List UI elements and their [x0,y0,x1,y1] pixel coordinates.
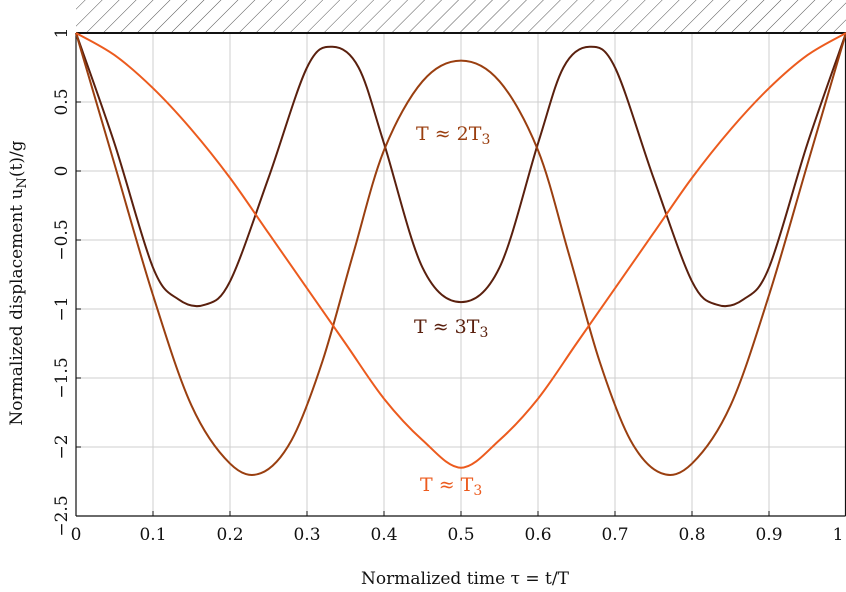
tick-labels: 0 0.1 0.2 0.3 0.4 0.5 0.6 0.7 0.8 0.9 1 1 0.5 0 −0.5 −1… [52,28,843,545]
y-axis-label: Normalized displacement uN(t)/g [7,140,30,425]
label-3T3: T ≈ 3T3 [414,316,488,341]
ground-hatch [76,0,846,33]
x-tick-label-1: 0.1 [139,525,166,545]
y-tick-label-5: −1.5 [52,357,72,398]
x-tick-label-6: 0.6 [524,525,551,545]
series-group [75,32,846,476]
x-axis-label: Normalized time τ = t/T [361,569,570,589]
series-line-2 [75,32,846,469]
x-tick-label-2: 0.2 [216,525,243,545]
x-tick-label-4: 0.4 [370,525,397,545]
x-tick-label-7: 0.7 [601,525,628,545]
y-tick-label-1: 0.5 [52,88,72,115]
label-2T3: T ≈ 2T3 [416,123,490,148]
y-tick-label-6: −2 [52,434,72,459]
x-tick-label-0: 0 [71,525,82,545]
label-T3: T ≈ T3 [420,474,482,499]
x-tick-label-10: 1 [833,525,844,545]
series-line-1 [75,32,846,476]
y-tick-label-3: −0.5 [52,219,72,260]
x-tick-label-5: 0.5 [447,525,474,545]
y-tick-label-4: −1 [52,296,72,321]
series-line-0 [75,32,846,308]
y-tick-label-7: −2.5 [52,495,72,536]
grid [76,33,846,516]
y-tick-label-0: 1 [52,28,72,39]
x-tick-label-9: 0.9 [755,525,782,545]
x-tick-label-3: 0.3 [293,525,320,545]
y-tick-label-2: 0 [52,166,72,177]
x-tick-label-8: 0.8 [678,525,705,545]
